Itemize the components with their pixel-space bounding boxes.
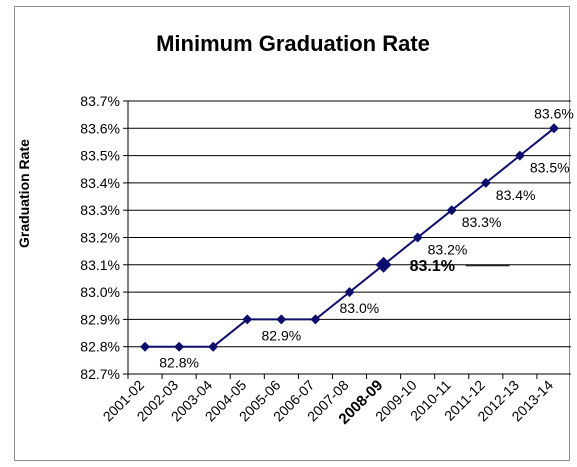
data-point-marker — [276, 314, 287, 325]
y-tick-label: 82.9% — [80, 311, 120, 327]
data-point-marker — [174, 341, 185, 352]
data-point-marker — [548, 123, 559, 134]
y-tick-label: 83.4% — [80, 175, 120, 191]
data-point-marker — [412, 232, 423, 243]
y-tick-label: 83.7% — [80, 93, 120, 109]
data-point-marker — [208, 341, 219, 352]
y-tick-label: 83.5% — [80, 148, 120, 164]
y-tick-label: 82.7% — [80, 366, 120, 382]
data-label: 83.5% — [530, 160, 570, 176]
data-point-marker — [310, 314, 321, 325]
y-tick-label: 83.0% — [80, 284, 120, 300]
data-point-marker — [344, 287, 355, 298]
data-label: 82.9% — [261, 327, 301, 343]
y-tick-label: 83.2% — [80, 230, 120, 246]
data-point-marker — [446, 205, 457, 216]
data-point-marker — [140, 341, 151, 352]
y-tick-label: 83.3% — [80, 202, 120, 218]
data-point-marker — [375, 256, 392, 273]
chart-frame: Minimum Graduation Rate — [14, 6, 570, 461]
data-label: 83.0% — [340, 300, 380, 316]
data-label: 83.4% — [496, 187, 536, 203]
data-label: 83.6% — [534, 105, 574, 121]
data-point-marker — [480, 177, 491, 188]
data-label: 83.3% — [462, 214, 502, 230]
data-label: 83.2% — [428, 242, 468, 258]
y-tick-label: 82.8% — [80, 339, 120, 355]
data-point-marker — [514, 150, 525, 161]
chart-title: Minimum Graduation Rate — [156, 31, 430, 56]
data-label: 82.8% — [159, 355, 199, 371]
y-tick-label: 83.6% — [80, 120, 120, 136]
data-point-marker — [242, 314, 253, 325]
y-tick-label: 83.1% — [80, 257, 120, 273]
data-label: 83.1% — [410, 258, 455, 275]
